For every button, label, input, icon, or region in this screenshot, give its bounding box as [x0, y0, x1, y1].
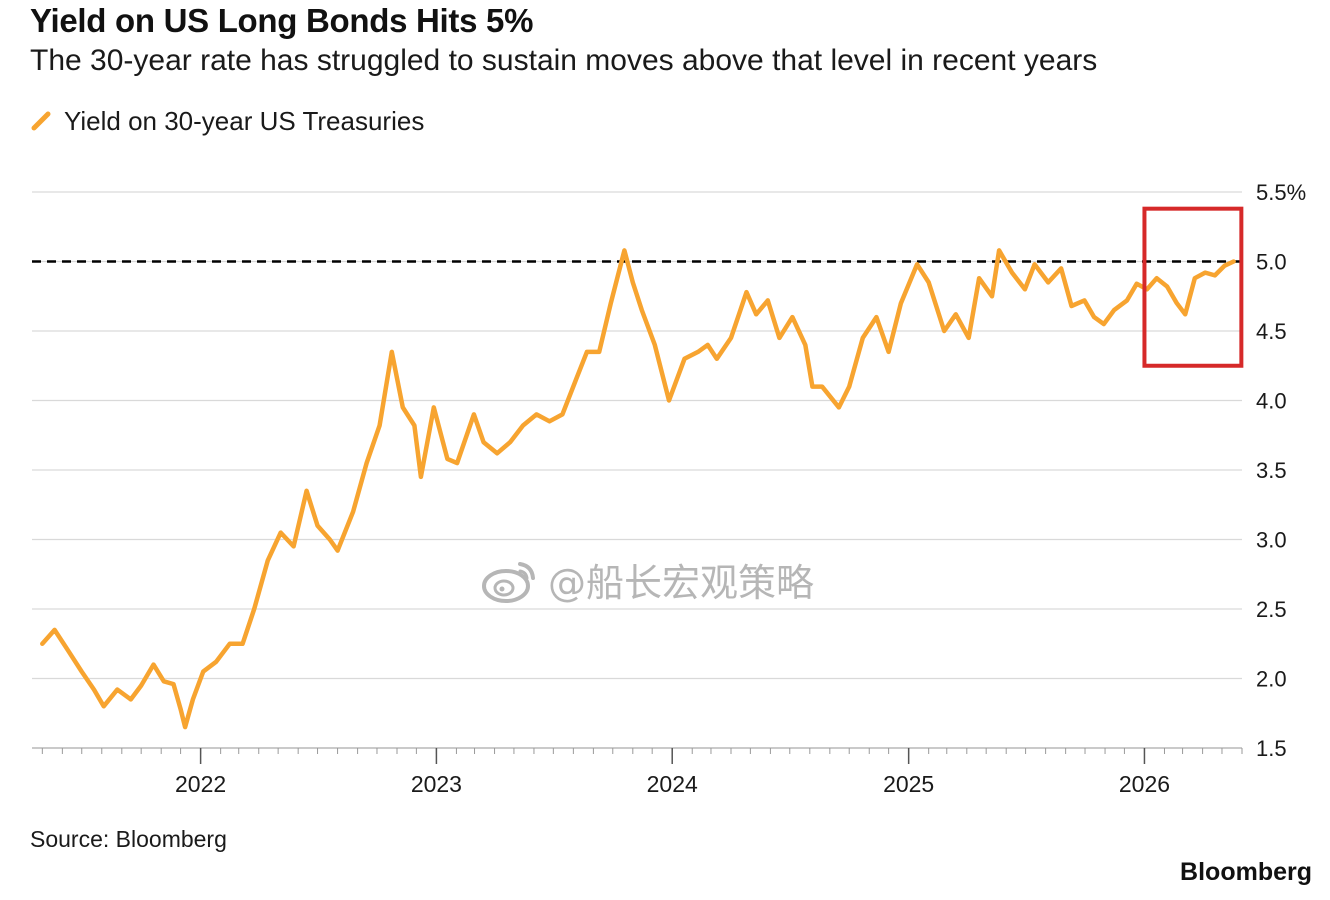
weibo-logo-icon — [482, 561, 535, 603]
y-tick-label: 4.0 — [1256, 389, 1287, 414]
y-tick-label: 5.0 — [1256, 250, 1287, 275]
y-tick-label: 1.5 — [1256, 736, 1287, 761]
x-tick-label: 2025 — [883, 771, 934, 797]
y-tick-label: 3.0 — [1256, 528, 1287, 553]
y-tick-label: 4.5 — [1256, 319, 1287, 344]
watermark-text: @船长宏观策略 — [548, 561, 815, 605]
legend-label: Yield on 30-year US Treasuries — [64, 105, 425, 136]
highlight-group — [1142, 206, 1244, 368]
line-chart: 1.5 2.0 2.5 3.0 3.5 4.0 4.5 5.0 5.5% 2022 2023 2024… — [32, 180, 1306, 797]
x-tick-label: 2024 — [647, 771, 698, 797]
legend-swatch-icon — [31, 111, 51, 131]
tick-labels: 1.5 2.0 2.5 3.0 3.5 4.0 4.5 5.0 5.5% 2022 2023 2024… — [175, 180, 1306, 797]
highlight-box — [1142, 206, 1244, 368]
bloomberg-logo: Bloomberg — [1180, 858, 1312, 886]
y-tick-label: 2.5 — [1256, 597, 1287, 622]
y-tick-label: 2.0 — [1256, 667, 1287, 692]
watermark: @船长宏观策略 — [480, 552, 814, 607]
x-tick-label: 2023 — [411, 771, 462, 797]
x-tick-label: 2022 — [175, 771, 226, 797]
y-tick-label: 5.5% — [1256, 180, 1306, 205]
legend: Yield on 30-year US Treasuries — [30, 106, 424, 136]
y-tick-label: 3.5 — [1256, 458, 1287, 483]
chart-subtitle: The 30-year rate has struggled to sustai… — [30, 44, 1098, 77]
series-line — [40, 248, 1236, 730]
chart-title: Yield on US Long Bonds Hits 5% — [30, 2, 534, 39]
x-tick-label: 2026 — [1119, 771, 1170, 797]
series-group — [40, 248, 1236, 730]
x-axis — [41, 748, 1243, 764]
grid-lines — [32, 191, 1242, 749]
source-note: Source: Bloomberg — [30, 826, 227, 852]
